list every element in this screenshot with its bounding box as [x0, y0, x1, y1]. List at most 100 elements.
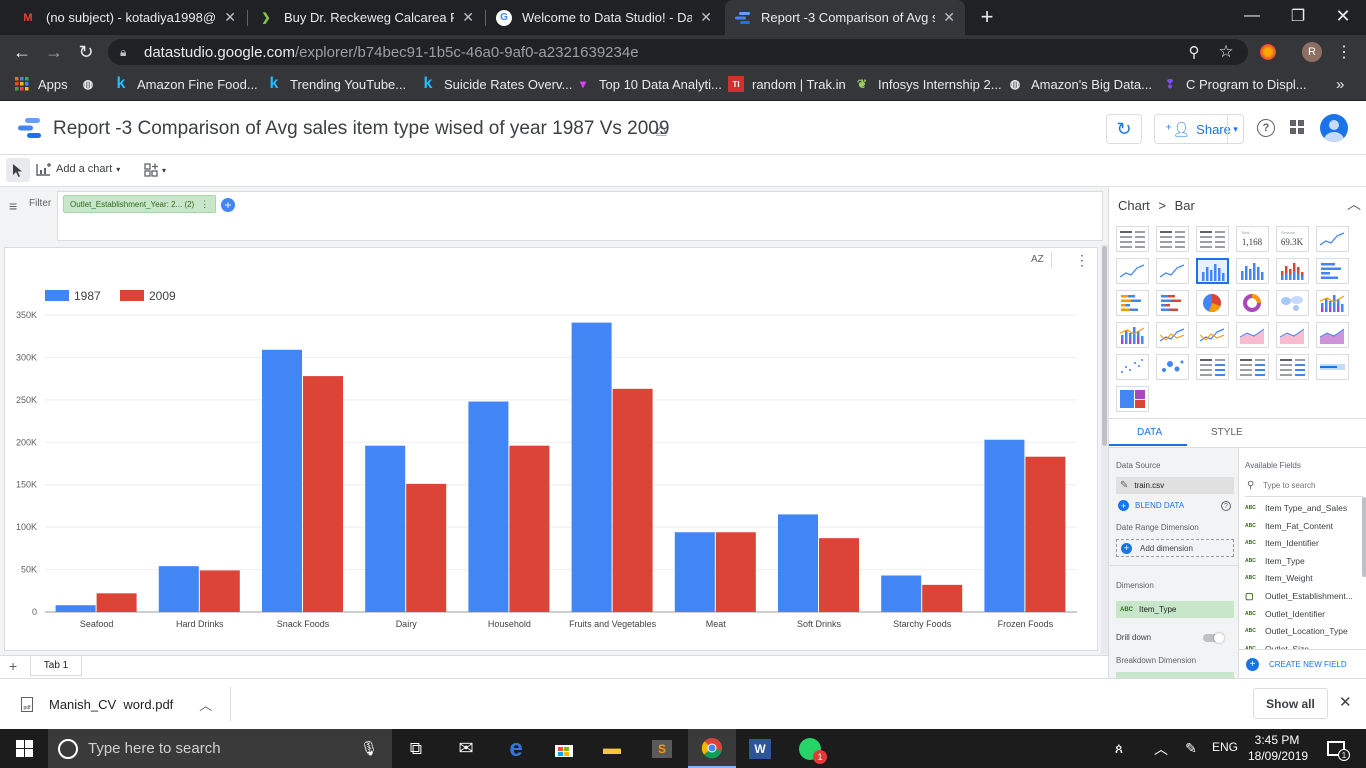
legend-label[interactable]: 2009	[149, 289, 176, 303]
taskbar-search-box[interactable]: Type here to search 🎙︎	[48, 729, 392, 768]
bookmark-top-10-data[interactable]: ▾ Top 10 Data Analyti...	[575, 69, 722, 99]
bar-2009-household[interactable]	[509, 445, 550, 612]
browser-tab-reckeweg[interactable]: ❯ Buy Dr. Reckeweg Calcarea Fluori ✕	[248, 0, 484, 35]
bookmark-star-icon[interactable]: ☆	[1218, 42, 1234, 61]
bar-2009-meat[interactable]	[715, 532, 756, 612]
new-tab-icon[interactable]: +	[980, 4, 994, 29]
add-control-button[interactable]: ▾	[144, 163, 166, 177]
dimension-chip[interactable]: ABC Item_Type	[1116, 601, 1234, 618]
field-list-scrollbar[interactable]	[1362, 497, 1366, 577]
scorecard-chart-icon[interactable]: 69.3K Session	[1276, 226, 1309, 252]
word-icon[interactable]: W	[736, 729, 784, 768]
bar-1987-seafood[interactable]	[55, 605, 96, 612]
help-icon[interactable]: ?	[1257, 119, 1275, 137]
pivot-table-icon[interactable]	[1276, 354, 1309, 380]
pen-icon[interactable]: ✎	[1185, 740, 1197, 756]
bar-2009-hard-drinks[interactable]	[199, 570, 240, 612]
avatar[interactable]	[1320, 114, 1348, 142]
pencil-icon[interactable]: ✎	[1120, 480, 1129, 491]
file-explorer-icon[interactable]: ▬	[603, 738, 621, 758]
chevron-up-icon[interactable]: ︿	[1347, 196, 1361, 212]
bar-2009-starchy-foods[interactable]	[922, 584, 963, 612]
reload-icon[interactable]: ↻	[78, 41, 94, 62]
bubble-chart-icon[interactable]	[1156, 354, 1189, 380]
field-item[interactable]: ABC Outlet_Identifier	[1245, 607, 1325, 621]
table-chart-icon[interactable]	[1196, 226, 1229, 252]
geo-map-icon[interactable]	[1276, 290, 1309, 316]
add-chart-button[interactable]: Add a chart ▾	[36, 162, 120, 176]
browser-tab-report[interactable]: Report -3 Comparison of Avg sal ✕	[725, 0, 965, 35]
line-chart-icon[interactable]	[1196, 322, 1229, 348]
share-button[interactable]: ⁺👤︎ Share ▾	[1154, 114, 1244, 144]
forward-icon[interactable]: →	[45, 41, 63, 62]
show-all-button[interactable]: Show all	[1253, 688, 1328, 719]
bar-chart-icon[interactable]	[1116, 290, 1149, 316]
tab-style[interactable]: STYLE	[1211, 427, 1243, 438]
donut-chart-icon[interactable]	[1236, 290, 1269, 316]
mail-icon[interactable]: ✉	[458, 738, 474, 758]
bookmark-trending-youtube[interactable]: k Trending YouTube...	[266, 69, 407, 99]
restore-icon[interactable]: ❐	[1290, 8, 1306, 25]
bar-1987-snack-foods[interactable]	[262, 349, 302, 612]
data-source-selector[interactable]: ✎ train.csv	[1116, 477, 1234, 494]
field-item[interactable]: ABC Item_Type	[1245, 554, 1305, 568]
line-chart-icon[interactable]	[1116, 258, 1149, 284]
clock[interactable]: 3:45 PM 18/09/2019	[1248, 732, 1308, 764]
bookmark-amazon-fine-food[interactable]: k Amazon Fine Food...	[113, 69, 258, 99]
field-item[interactable]: ABC Item_Identifier	[1245, 536, 1319, 550]
people-icon[interactable]: ጰ	[1114, 740, 1124, 756]
bookmark-apps[interactable]: Apps	[14, 69, 68, 99]
extension-icon[interactable]	[1256, 40, 1280, 64]
bar-1987-starchy-foods[interactable]	[881, 575, 922, 612]
close-icon[interactable]: ✕	[943, 9, 955, 25]
field-search-input[interactable]	[1263, 477, 1361, 493]
bar-2009-dairy[interactable]	[406, 483, 447, 612]
tray-chevron-up-icon[interactable]: ︿	[1154, 740, 1168, 757]
field-item[interactable]: ABC Item_Fat_Content	[1245, 519, 1333, 533]
legend-label[interactable]: 1987	[74, 289, 101, 303]
bar-1987-dairy[interactable]	[365, 445, 406, 612]
blend-data-button[interactable]: + BLEND DATA	[1118, 500, 1184, 511]
refresh-button[interactable]: ↻	[1106, 114, 1142, 144]
line-chart-icon[interactable]	[1316, 226, 1349, 252]
column-chart-icon[interactable]	[1236, 258, 1269, 284]
chrome-taskbar-icon[interactable]	[688, 729, 736, 768]
treemap-chart-icon[interactable]	[1116, 386, 1149, 412]
address-bar[interactable]: 🔒︎ datastudio.google.com/explorer/b74bec…	[108, 39, 1248, 65]
minimize-icon[interactable]: —	[1244, 7, 1260, 24]
bar-1987-household[interactable]	[468, 401, 509, 612]
close-icon[interactable]: ✕	[700, 9, 712, 25]
bar-2009-soft-drinks[interactable]	[819, 538, 859, 612]
close-icon[interactable]: ✕	[1339, 694, 1352, 711]
menu-kebab-icon[interactable]: ⋮	[200, 198, 210, 209]
add-page-icon[interactable]: +	[9, 658, 18, 674]
bar-1987-meat[interactable]	[674, 532, 715, 612]
field-item[interactable]: ABC Outlet_Location_Type	[1245, 624, 1348, 638]
close-icon[interactable]: ✕	[224, 9, 236, 25]
zoom-search-icon[interactable]: ⚲	[1188, 44, 1200, 61]
apps-grid-icon[interactable]	[1290, 120, 1304, 137]
canvas-scrollbar[interactable]	[1101, 244, 1108, 654]
area-chart-icon[interactable]	[1276, 322, 1309, 348]
combo-chart-icon[interactable]	[1116, 322, 1149, 348]
bar-chart-card[interactable]: AZ ⋮ 0 50K 100K 150K 200K 250K 300K 350K Seafood…	[4, 247, 1098, 651]
bar-chart-icon[interactable]	[1156, 290, 1189, 316]
filter-drop-zone[interactable]: Outlet_Establishment_Year: 2... (2) ⋮	[57, 191, 1103, 241]
combo-chart-icon[interactable]	[1316, 290, 1349, 316]
field-item[interactable]: ABC Item_Weight	[1245, 571, 1313, 585]
area-chart-icon[interactable]	[1316, 322, 1349, 348]
breakdown-chip[interactable]	[1116, 672, 1234, 678]
bar-2009-frozen-foods[interactable]	[1025, 456, 1066, 612]
notification-center-icon[interactable]: 1	[1312, 729, 1360, 768]
close-icon[interactable]: ✕	[462, 9, 474, 25]
bar-2009-fruits-and-vegetables[interactable]	[612, 388, 653, 612]
pivot-table-icon[interactable]	[1196, 354, 1229, 380]
tab-data[interactable]: DATA	[1137, 427, 1163, 438]
page-title[interactable]: Report -3 Comparison of Avg sales item t…	[53, 118, 670, 139]
area-chart-icon[interactable]	[1236, 322, 1269, 348]
language-indicator[interactable]: ENG	[1212, 740, 1239, 754]
store-icon[interactable]	[540, 729, 588, 768]
bullet-chart-icon[interactable]	[1316, 354, 1349, 380]
bar-2009-snack-foods[interactable]	[303, 376, 343, 612]
sort-icon[interactable]: AZ	[1031, 254, 1044, 265]
